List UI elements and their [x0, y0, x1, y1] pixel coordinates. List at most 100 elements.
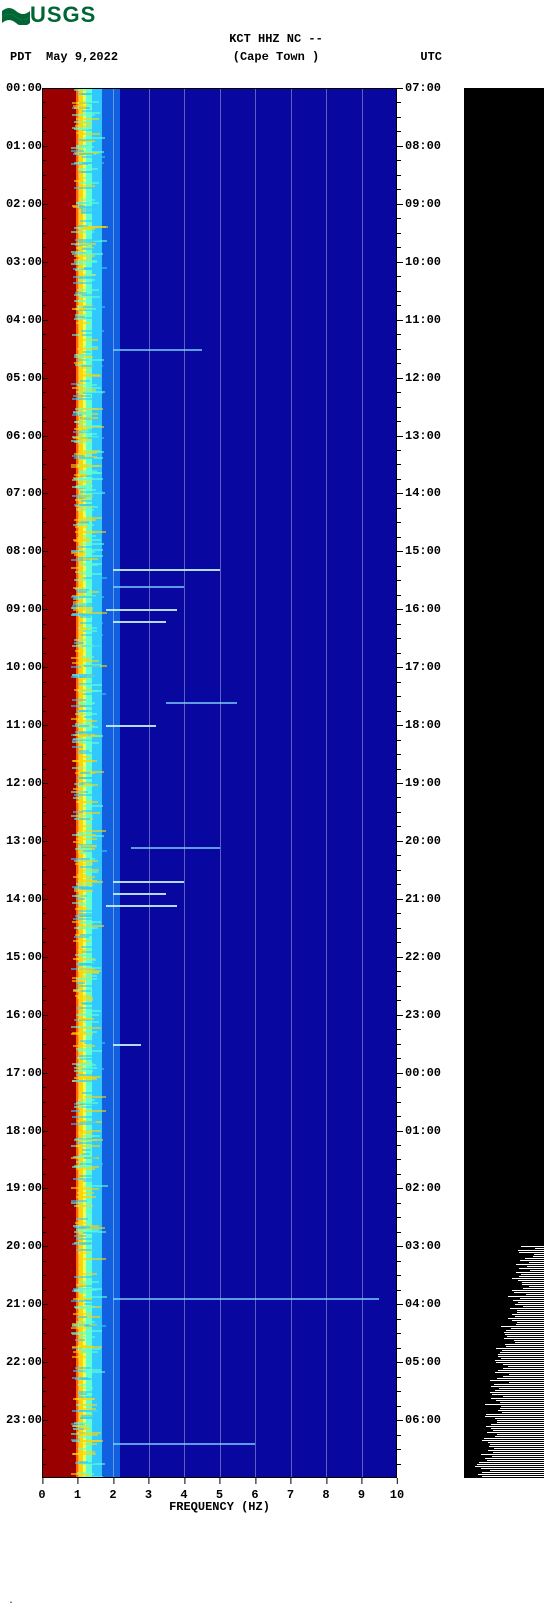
gridline-vertical	[291, 88, 292, 1478]
side-amplitude-tick	[512, 1290, 544, 1291]
xtick: 1	[74, 1478, 81, 1502]
side-amplitude-tick	[501, 1326, 544, 1327]
side-amplitude-tick	[518, 1250, 544, 1251]
side-amplitude-tick	[516, 1264, 544, 1265]
side-amplitude-tick	[529, 1262, 544, 1263]
side-amplitude-tick	[503, 1376, 544, 1377]
side-amplitude-tick	[493, 1430, 544, 1431]
side-amplitude-tick	[530, 1270, 544, 1271]
ytick-right: 22:00	[397, 950, 465, 964]
side-amplitude-tick	[517, 1310, 544, 1311]
ytick-right: 13:00	[397, 429, 465, 443]
ytick-right: 23:00	[397, 1008, 465, 1022]
side-amplitude-tick	[498, 1354, 544, 1355]
side-amplitude-tick	[523, 1306, 544, 1307]
xtick: 8	[322, 1478, 329, 1502]
ytick-left: 18:00	[0, 1124, 42, 1138]
side-amplitude-tick	[515, 1342, 544, 1343]
ytick-left: 05:00	[0, 371, 42, 385]
side-amplitude-tick	[481, 1454, 544, 1455]
side-amplitude-tick	[518, 1302, 544, 1303]
ytick-left: 14:00	[0, 892, 42, 906]
side-amplitude-tick	[534, 1254, 544, 1255]
ytick-right: 07:00	[397, 81, 465, 95]
xtick: 7	[287, 1478, 294, 1502]
side-amplitude-tick	[503, 1396, 544, 1397]
side-amplitude-tick	[512, 1278, 544, 1279]
ytick-left: 13:00	[0, 834, 42, 848]
side-amplitude-tick	[482, 1476, 544, 1477]
ytick-left: 16:00	[0, 1008, 42, 1022]
side-amplitude-tick	[509, 1382, 544, 1383]
ytick-left: 12:00	[0, 776, 42, 790]
transient-streak	[106, 609, 177, 611]
ytick-left: 20:00	[0, 1239, 42, 1253]
side-amplitude-tick	[488, 1442, 544, 1443]
spectrogram-plot	[42, 88, 397, 1478]
side-amplitude-tick	[501, 1406, 544, 1407]
side-amplitude-tick	[502, 1412, 544, 1413]
ytick-right: 20:00	[397, 834, 465, 848]
y-axis-left-pdt: 00:0001:0002:0003:0004:0005:0006:0007:00…	[0, 88, 42, 1478]
gridline-vertical	[184, 88, 185, 1478]
side-amplitude-tick	[500, 1402, 544, 1403]
side-amplitude-tick	[495, 1436, 544, 1437]
gridline-vertical	[255, 88, 256, 1478]
ytick-right: 04:00	[397, 1297, 465, 1311]
side-amplitude-tick	[500, 1352, 544, 1353]
side-amplitude-tick	[521, 1274, 544, 1275]
ytick-right: 02:00	[397, 1181, 465, 1195]
ytick-left: 15:00	[0, 950, 42, 964]
ytick-left: 00:00	[0, 81, 42, 95]
side-amplitude-tick	[533, 1256, 544, 1257]
side-amplitude-tick	[519, 1268, 544, 1269]
xtick: 10	[390, 1478, 404, 1502]
side-amplitude-tick	[491, 1428, 544, 1429]
side-amplitude-tick	[519, 1276, 544, 1277]
side-amplitude-tick	[497, 1434, 544, 1435]
side-amplitude-tick	[506, 1330, 544, 1331]
ytick-right: 05:00	[397, 1355, 465, 1369]
side-amplitude-tick	[508, 1366, 544, 1367]
side-amplitude-tick	[503, 1364, 544, 1365]
side-amplitude-tick	[525, 1258, 544, 1259]
ytick-left: 17:00	[0, 1066, 42, 1080]
side-amplitude-tick	[497, 1422, 544, 1423]
ytick-left: 03:00	[0, 255, 42, 269]
side-amplitude-tick	[504, 1338, 544, 1339]
side-amplitude-tick	[504, 1332, 544, 1333]
ytick-left: 21:00	[0, 1297, 42, 1311]
side-amplitude-tick	[481, 1468, 544, 1469]
x-axis-frequency: FREQUENCY (HZ) 012345678910	[42, 1478, 397, 1518]
side-amplitude-tick	[496, 1348, 544, 1349]
ytick-right: 17:00	[397, 660, 465, 674]
ytick-right: 06:00	[397, 1413, 465, 1427]
side-amplitude-tick	[505, 1344, 544, 1345]
gridline-vertical	[78, 88, 79, 1478]
ytick-right: 08:00	[397, 139, 465, 153]
ytick-left: 10:00	[0, 660, 42, 674]
side-amplitude-tick	[490, 1470, 544, 1471]
side-amplitude-tick	[487, 1432, 544, 1433]
transient-streak	[113, 349, 202, 351]
side-amplitude-tick	[501, 1358, 544, 1359]
side-amplitude-tick	[498, 1370, 544, 1371]
side-amplitude-tick	[479, 1462, 544, 1463]
ytick-right: 00:00	[397, 1066, 465, 1080]
gridline-vertical	[362, 88, 363, 1478]
side-amplitude-tick	[505, 1334, 544, 1335]
transient-streak	[113, 621, 166, 623]
side-amplitude-tick	[487, 1460, 544, 1461]
xtick: 2	[109, 1478, 116, 1502]
side-amplitude-tick	[495, 1372, 544, 1373]
side-amplitude-tick	[486, 1426, 544, 1427]
side-amplitude-tick	[509, 1374, 544, 1375]
side-amplitude-tick	[499, 1388, 544, 1389]
side-amplitude-tick	[515, 1316, 544, 1317]
transient-streak	[131, 847, 220, 849]
side-amplitude-tick	[498, 1356, 544, 1357]
side-amplitude-tick	[518, 1280, 544, 1281]
side-amplitude-tick	[519, 1252, 544, 1253]
spectral-band	[120, 88, 397, 1478]
side-amplitude-tick	[496, 1400, 544, 1401]
